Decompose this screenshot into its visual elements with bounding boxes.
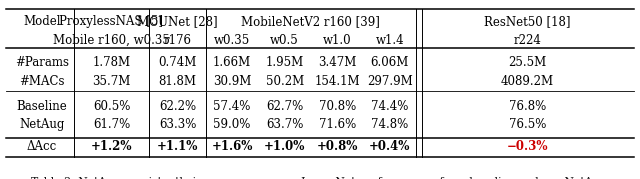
Text: w0.5: w0.5: [270, 34, 299, 47]
Text: 76.5%: 76.5%: [509, 118, 547, 132]
Text: MobileNetV2 r160 [39]: MobileNetV2 r160 [39]: [241, 15, 380, 28]
Text: ΔAcc: ΔAcc: [27, 140, 57, 153]
Text: +1.1%: +1.1%: [157, 140, 198, 153]
Text: 3.47M: 3.47M: [318, 56, 356, 69]
Text: 62.7%: 62.7%: [266, 100, 303, 113]
Text: 57.4%: 57.4%: [213, 100, 251, 113]
Text: 74.4%: 74.4%: [371, 100, 408, 113]
Text: 4089.2M: 4089.2M: [501, 75, 554, 88]
Text: NetAug: NetAug: [19, 118, 65, 132]
Text: +1.6%: +1.6%: [211, 140, 253, 153]
Text: 59.0%: 59.0%: [213, 118, 251, 132]
Text: 76.8%: 76.8%: [509, 100, 546, 113]
Text: 62.2%: 62.2%: [159, 100, 196, 113]
Text: r224: r224: [514, 34, 541, 47]
Text: 1.66M: 1.66M: [213, 56, 252, 69]
Text: MCUNet [28]: MCUNet [28]: [138, 15, 218, 28]
Text: Table 2: NetAug consistently improves accuracy. ImageNet performance of our base: Table 2: NetAug consistently improves ac…: [31, 176, 609, 179]
Text: 74.8%: 74.8%: [371, 118, 408, 132]
Text: +0.8%: +0.8%: [317, 140, 358, 153]
Text: 71.6%: 71.6%: [319, 118, 356, 132]
Text: 61.7%: 61.7%: [93, 118, 130, 132]
Text: Baseline: Baseline: [17, 100, 68, 113]
Text: 81.8M: 81.8M: [159, 75, 196, 88]
Text: #Params: #Params: [15, 56, 69, 69]
Text: 60.5%: 60.5%: [93, 100, 130, 113]
Text: ResNet50 [18]: ResNet50 [18]: [484, 15, 571, 28]
Text: +0.4%: +0.4%: [369, 140, 410, 153]
Text: 63.3%: 63.3%: [159, 118, 196, 132]
Text: 154.1M: 154.1M: [314, 75, 360, 88]
Text: ProxylessNAS [5]: ProxylessNAS [5]: [60, 15, 163, 28]
Text: r176: r176: [164, 34, 191, 47]
Text: 25.5M: 25.5M: [508, 56, 547, 69]
Text: #MACs: #MACs: [19, 75, 65, 88]
Text: 70.8%: 70.8%: [319, 100, 356, 113]
Text: 35.7M: 35.7M: [92, 75, 131, 88]
Text: 1.78M: 1.78M: [92, 56, 131, 69]
Text: +1.0%: +1.0%: [264, 140, 305, 153]
Text: 0.74M: 0.74M: [159, 56, 197, 69]
Text: 50.2M: 50.2M: [266, 75, 304, 88]
Text: Mobile r160, w0.35: Mobile r160, w0.35: [53, 34, 170, 47]
Text: −0.3%: −0.3%: [507, 140, 548, 153]
Text: w1.0: w1.0: [323, 34, 351, 47]
Text: w0.35: w0.35: [214, 34, 250, 47]
Text: 30.9M: 30.9M: [213, 75, 252, 88]
Text: Model: Model: [24, 15, 61, 28]
Text: 6.06M: 6.06M: [371, 56, 409, 69]
Text: 1.95M: 1.95M: [266, 56, 304, 69]
Text: +1.2%: +1.2%: [91, 140, 132, 153]
Text: 297.9M: 297.9M: [367, 75, 413, 88]
Text: 63.7%: 63.7%: [266, 118, 303, 132]
Text: w1.4: w1.4: [376, 34, 404, 47]
